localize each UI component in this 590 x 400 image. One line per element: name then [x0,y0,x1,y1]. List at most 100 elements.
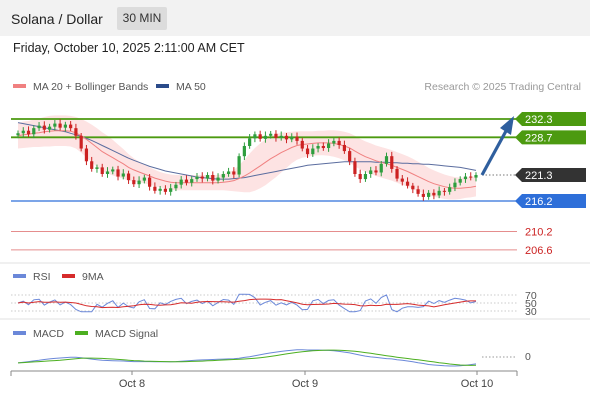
candle [248,138,252,146]
candle [190,179,194,183]
candle [358,174,362,180]
legend-label: MA 50 [176,81,206,93]
x-tick-label: Oct 8 [119,378,145,390]
candle [442,190,447,192]
candle [332,140,336,144]
projection-arrow-shaft [480,130,508,176]
rsi-legend-label: RSI [33,271,51,283]
candle [258,134,262,139]
candle [311,148,315,155]
candle [105,171,110,175]
candle [337,140,341,145]
legend-swatch-ma50 [156,84,169,88]
candle [137,180,141,185]
level-label: 206.6 [525,245,553,257]
candle [453,182,457,188]
candle [95,167,99,169]
candle [126,173,131,181]
macd-signal-legend-label: MACD Signal [95,328,158,340]
timeframe-button[interactable]: 30 MIN [117,7,167,30]
x-tick-label: Oct 10 [461,378,493,390]
candle [211,175,215,181]
candle [463,176,468,180]
candle [26,130,31,135]
candle [421,193,425,197]
candle [437,190,441,196]
candle [374,170,378,173]
level-label-bg [515,168,586,183]
rsi-legend-swatch [13,274,26,278]
candle [216,177,220,181]
candle [427,192,431,197]
candle [69,124,73,129]
candle [205,175,210,179]
macd-legend-label: MACD [33,328,64,340]
x-tick-label: Oct 9 [292,378,318,390]
candle [326,143,331,149]
candle [300,140,304,149]
candle [100,167,104,175]
candle [90,161,94,169]
candle [163,188,168,192]
macd-line [17,349,477,367]
candle [363,174,368,180]
candle [369,170,373,175]
candle [111,169,115,172]
candle [195,176,199,180]
legend-swatch-ma20 [13,84,26,88]
candle [295,136,299,141]
rsi-ma-legend-swatch [62,274,75,278]
candle [384,156,389,164]
candle [448,187,452,192]
candle [32,128,36,135]
ma50-line [17,122,477,180]
candle [390,156,394,169]
candle [469,176,473,178]
candle [184,179,189,183]
candle [200,176,204,179]
candle [305,148,310,155]
candle [342,144,346,152]
candle [158,188,162,191]
candle [221,174,225,178]
rsi-ma-legend-label: 9MA [82,271,104,283]
candle [416,189,420,194]
candle [142,177,146,181]
rsi-tick: 70 [525,290,537,302]
candle [53,123,57,127]
macd-legend-swatch [13,331,26,335]
projection-arrow-head [500,116,514,135]
level-label-bg [515,130,586,145]
level-label: 210.2 [525,227,553,239]
candle [74,128,78,136]
candle [379,163,383,173]
candle [348,151,352,162]
candle [269,133,273,136]
candle [284,135,289,140]
candle [274,133,278,138]
candle [263,135,268,139]
candle [316,145,320,149]
chart-timestamp: Friday, October 10, 2025 2:11:00 AM CET [13,41,245,55]
candle [116,169,120,177]
level-label: 216.2 [525,196,553,208]
candle [321,145,325,149]
rsi-line [17,293,477,313]
candle [290,136,294,140]
level-label: 228.7 [525,132,553,144]
macd-signal-line [17,349,477,366]
level-label: 232.3 [525,114,553,126]
level-label: 221.3 [525,170,553,182]
rsi-tick: 30 [525,306,537,318]
candle [132,180,136,185]
bollinger-band [18,115,476,200]
candle [400,178,404,182]
chart-title: Solana / Dollar [11,11,103,27]
candle [232,171,236,175]
candle [405,181,410,186]
candle [63,124,67,128]
source-credit: Research © 2025 Trading Central [424,81,581,93]
candle [237,156,241,175]
candle [79,135,83,149]
candle [353,161,357,175]
